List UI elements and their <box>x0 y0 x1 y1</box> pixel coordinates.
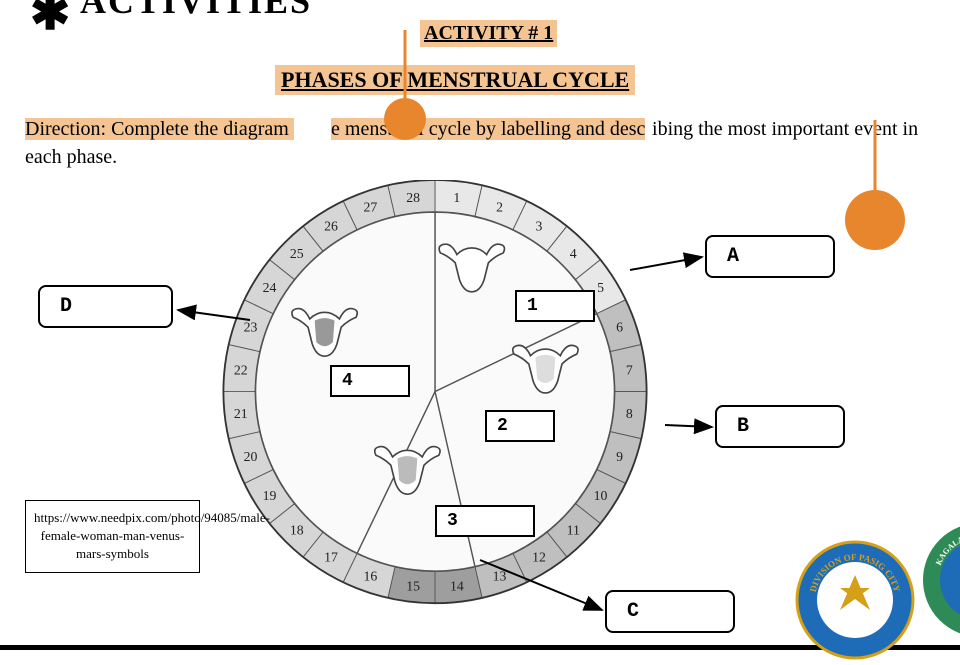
svg-text:21: 21 <box>234 406 248 421</box>
direction-prefix: Direction: Complete the diagram <box>25 118 294 140</box>
direction-mid: e menstrual cycle by labelling and desc <box>331 118 645 140</box>
num-box-1[interactable]: 1 <box>515 290 595 322</box>
svg-text:25: 25 <box>290 246 304 261</box>
svg-text:3: 3 <box>536 219 543 234</box>
drop-decoration-2 <box>845 120 905 250</box>
svg-text:11: 11 <box>567 522 580 537</box>
svg-text:20: 20 <box>244 449 258 464</box>
activities-title: ACTIVITIES <box>80 0 312 22</box>
svg-text:17: 17 <box>324 550 338 565</box>
label-box-a[interactable]: A <box>705 235 835 278</box>
svg-text:8: 8 <box>626 406 633 421</box>
num-box-3[interactable]: 3 <box>435 505 535 537</box>
label-box-d[interactable]: D <box>38 285 173 328</box>
svg-text:4: 4 <box>570 246 577 261</box>
svg-text:27: 27 <box>364 200 378 215</box>
svg-text:6: 6 <box>616 320 623 335</box>
svg-text:12: 12 <box>532 550 546 565</box>
svg-text:1: 1 <box>453 190 460 205</box>
label-box-b[interactable]: B <box>715 405 845 448</box>
num-box-4[interactable]: 4 <box>330 365 410 397</box>
num-box-2[interactable]: 2 <box>485 410 555 442</box>
svg-text:2: 2 <box>496 200 503 215</box>
svg-text:28: 28 <box>406 190 420 205</box>
direction-text: Direction: Complete the diagram of the m… <box>25 115 935 171</box>
svg-text:24: 24 <box>263 280 277 295</box>
svg-text:5: 5 <box>597 280 604 295</box>
svg-text:10: 10 <box>594 488 608 503</box>
label-box-c[interactable]: C <box>605 590 735 633</box>
activity-number: ACTIVITY # 1 <box>420 20 557 47</box>
svg-text:19: 19 <box>263 488 277 503</box>
svg-text:22: 22 <box>234 362 248 377</box>
svg-text:16: 16 <box>364 569 378 584</box>
phases-title: PHASES OF MENSTRUAL CYCLE <box>275 65 635 95</box>
svg-text:14: 14 <box>450 578 464 593</box>
svg-text:13: 13 <box>493 569 507 584</box>
division-seal-icon: DIVISION OF PASIG CITY <box>795 540 915 660</box>
svg-text:18: 18 <box>290 522 304 537</box>
city-seal-icon: KAGALANG NG LUNGSOD <box>920 520 960 640</box>
svg-text:7: 7 <box>626 362 633 377</box>
svg-text:26: 26 <box>324 219 338 234</box>
svg-text:9: 9 <box>616 449 623 464</box>
svg-text:15: 15 <box>406 578 420 593</box>
svg-text:23: 23 <box>244 320 258 335</box>
menstrual-cycle-diagram: 1234567891011121314151617181920212223242… <box>185 180 685 640</box>
asterisk-icon: ✱ <box>30 0 70 41</box>
drop-decoration-1 <box>385 30 425 150</box>
image-credit: https://www.needpix.com/photo/94085/male… <box>25 500 200 573</box>
